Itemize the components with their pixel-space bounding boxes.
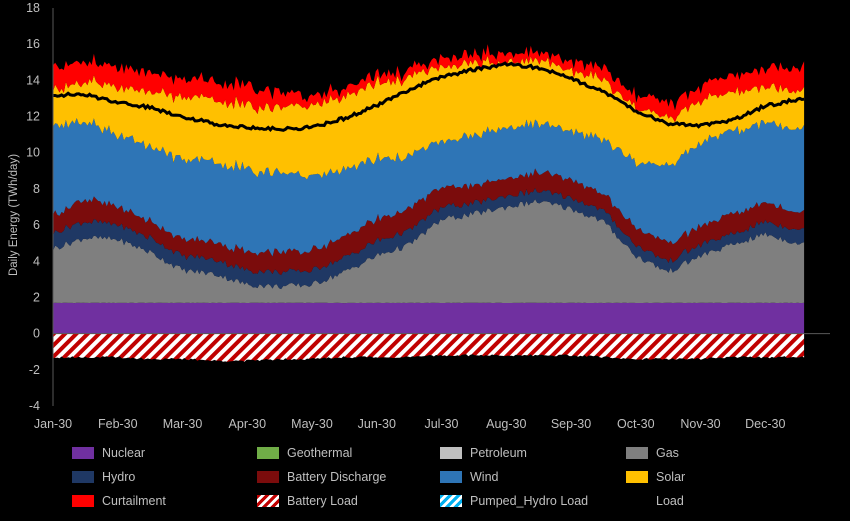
x-tick-label: Aug-30 (486, 417, 526, 431)
legend-item-pumped-hydro-load: Pumped_Hydro Load (440, 491, 588, 511)
x-tick-label: Dec-30 (745, 417, 785, 431)
legend-label: Nuclear (102, 446, 146, 460)
x-tick-label: Jun-30 (358, 417, 396, 431)
y-tick-label: 10 (26, 146, 40, 160)
x-tick-label: Feb-30 (98, 417, 138, 431)
area-battery-load (53, 333, 805, 362)
legend-label: Load (656, 494, 684, 508)
legend-swatch (257, 471, 279, 483)
legend-item-solar: Solar (626, 467, 685, 487)
legend-item-load: Load (626, 491, 684, 511)
legend-item-gas: Gas (626, 443, 679, 463)
x-tick-label: Oct-30 (617, 417, 655, 431)
x-tick-label: Jul-30 (424, 417, 458, 431)
legend-label: Battery Discharge (287, 470, 387, 484)
legend-label: Hydro (102, 470, 136, 484)
y-tick-label: -4 (29, 399, 40, 413)
legend-label: Pumped_Hydro Load (470, 494, 589, 508)
line-load (53, 61, 805, 133)
chart-plot: 18 16 14 12 10 8 6 4 2 0 -2 -4 Jan-30 Feb-30 Mar-30 Ap… (8, 1, 830, 431)
y-tick-label: 6 (33, 218, 40, 232)
legend-label: Wind (470, 470, 499, 484)
legend-item-geothermal: Geothermal (257, 443, 352, 463)
y-tick-label: -2 (29, 363, 40, 377)
y-tick-label: 16 (26, 37, 40, 51)
x-tick-label: Mar-30 (163, 417, 203, 431)
y-tick-label: 4 (33, 254, 40, 268)
chart-legend: Nuclear Geothermal Petroleum Gas Hydro Batter… (0, 440, 850, 521)
legend-label: Geothermal (287, 446, 353, 460)
legend-label: Solar (656, 470, 686, 484)
legend-swatch (440, 447, 462, 459)
legend-item-curtailment: Curtailment (72, 491, 166, 511)
legend-swatch (440, 495, 462, 507)
legend-label: Battery Load (287, 494, 358, 508)
legend-item-battery-load: Battery Load (257, 491, 358, 511)
legend-item-battery-discharge: Battery Discharge (257, 467, 386, 487)
area-solar (53, 55, 805, 180)
legend-item-hydro: Hydro (72, 467, 135, 487)
y-tick-label: 12 (26, 110, 40, 124)
area-wind (53, 118, 805, 257)
legend-swatch (72, 495, 94, 507)
y-tick-label: 0 (33, 327, 40, 341)
x-tick-label: Apr-30 (229, 417, 267, 431)
legend-swatch (257, 495, 279, 507)
legend-label: Curtailment (102, 494, 166, 508)
legend-swatch (72, 447, 94, 459)
legend-swatch (626, 495, 648, 507)
legend-swatch (440, 471, 462, 483)
legend-swatch (257, 447, 279, 459)
y-tick-label: 2 (33, 291, 40, 305)
legend-item-nuclear: Nuclear (72, 443, 145, 463)
area-gas (53, 199, 805, 304)
y-axis-label: Daily Energy (TWh/day) (8, 154, 20, 276)
legend-item-petroleum: Petroleum (440, 443, 527, 463)
y-tick-label: 18 (26, 1, 40, 15)
legend-label: Gas (656, 446, 679, 460)
area-nuclear (53, 302, 805, 334)
area-curtailment (53, 44, 805, 123)
legend-swatch (626, 471, 648, 483)
y-tick-label: 8 (33, 182, 40, 196)
legend-item-wind: Wind (440, 467, 498, 487)
x-tick-label: May-30 (291, 417, 333, 431)
x-tick-label: Sep-30 (551, 417, 591, 431)
x-tick-label: Nov-30 (680, 417, 720, 431)
legend-swatch (626, 447, 648, 459)
x-tick-label: Jan-30 (34, 417, 72, 431)
legend-label: Petroleum (470, 446, 527, 460)
y-tick-label: 14 (26, 73, 40, 87)
legend-swatch (72, 471, 94, 483)
